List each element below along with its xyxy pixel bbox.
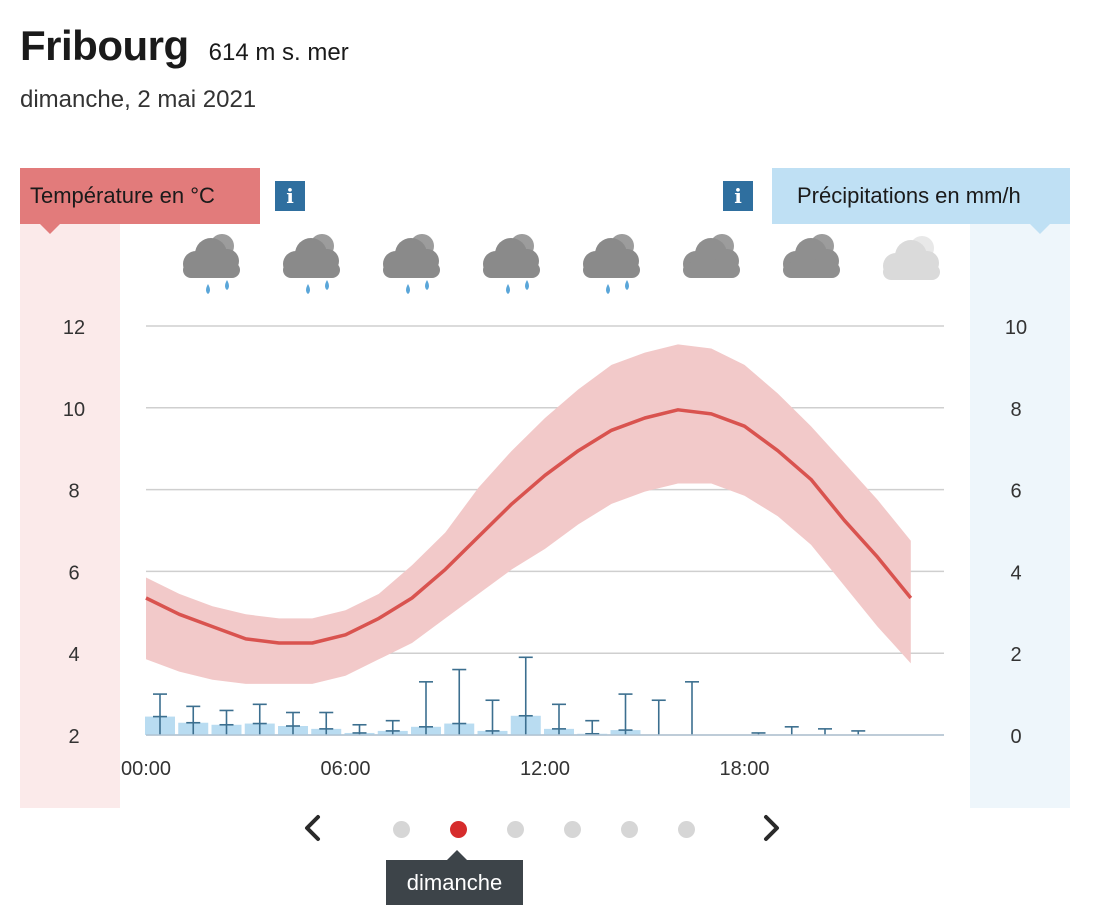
time-tick-label: 12:00 — [520, 758, 570, 780]
precipitation-range-whisker — [286, 711, 300, 735]
precipitation-range-whisker — [518, 656, 533, 735]
precipitation-range-whisker — [485, 699, 500, 735]
temperature-axis-band — [20, 224, 120, 808]
temperature-tick-label: 10 — [63, 399, 85, 421]
precipitation-tick-label: 2 — [1010, 644, 1021, 666]
cloud-rain-icon — [183, 234, 240, 294]
temperature-tick-label: 12 — [63, 317, 85, 339]
time-tick-label: 00:00 — [121, 758, 171, 780]
temperature-tick-label: 2 — [68, 726, 79, 748]
temperature-tick-label: 8 — [68, 481, 79, 503]
cloud-rain-icon — [283, 234, 340, 294]
pager-dot[interactable] — [564, 821, 581, 838]
city-name: Fribourg — [20, 22, 189, 69]
precipitation-range-whisker — [186, 705, 201, 735]
precipitation-range-whisker — [685, 681, 699, 735]
temperature-range-band — [146, 344, 911, 684]
chevron-left-icon[interactable] — [294, 808, 334, 848]
active-day-tooltip: dimanche — [386, 850, 523, 905]
precipitation-legend: Précipitations en mm/h — [772, 168, 1070, 234]
precipitation-tick-label: 4 — [1010, 562, 1021, 584]
temperature-legend: Température en °C — [20, 168, 260, 234]
cloud-rain-icon — [383, 234, 440, 294]
temperature-line — [145, 408, 913, 645]
precipitation-range-whisker — [219, 709, 234, 735]
precipitation-range-whisker — [585, 719, 600, 735]
precipitation-range-whisker — [818, 728, 832, 735]
precipitation-tick-label: 10 — [1005, 317, 1027, 339]
time-tick-label: 06:00 — [320, 758, 370, 780]
precipitation-range-whisker — [552, 703, 566, 735]
precipitation-range-whisker — [784, 726, 799, 735]
temperature-tick-label: 6 — [68, 562, 79, 584]
temperature-info-icon[interactable]: i — [275, 181, 305, 211]
time-axis-labels: 00:00 06:00 12:00 18:00 — [121, 758, 770, 780]
precipitation-range-whisker — [651, 699, 666, 735]
temperature-tick-label: 4 — [68, 644, 79, 666]
cloud-rain-icon — [583, 234, 640, 294]
precipitation-range-whisker — [419, 681, 433, 735]
chevron-right-icon[interactable] — [750, 808, 790, 848]
pager-dot-active[interactable] — [450, 821, 467, 838]
precipitation-range-whisker — [385, 719, 400, 735]
precipitation-range-whisker — [153, 693, 167, 735]
precipitation-range-whisker — [319, 711, 334, 735]
temperature-range-area — [146, 344, 911, 684]
pager-dot[interactable] — [507, 821, 524, 838]
time-tick-label: 18:00 — [719, 758, 769, 780]
precipitation-range-whisker — [352, 723, 367, 735]
pager-dot[interactable] — [621, 821, 638, 838]
pager-dot[interactable] — [393, 821, 410, 838]
precipitation-range-whisker — [252, 703, 267, 735]
precipitation-axis-labels: 10 8 6 4 2 0 — [1005, 317, 1027, 748]
cloud-icon — [683, 234, 740, 278]
altitude-label: 614 m s. mer — [208, 39, 349, 66]
temperature-axis-labels: 12 10 8 6 4 2 — [63, 317, 85, 748]
cloud-rain-icon — [483, 234, 540, 294]
precipitation-axis-band — [970, 224, 1070, 808]
precipitation-info-icon[interactable]: i — [723, 181, 753, 211]
pager-dot[interactable] — [678, 821, 695, 838]
precipitation-range-whisker — [618, 693, 633, 735]
precipitation-tick-label: 6 — [1010, 481, 1021, 503]
precipitation-range-whisker — [452, 668, 467, 735]
precipitation-bars — [145, 656, 944, 736]
cloud-icon — [783, 234, 840, 278]
weather-icons — [183, 234, 940, 294]
cloud-light-icon — [883, 236, 940, 280]
precipitation-tick-label: 8 — [1010, 399, 1021, 421]
temperature-line-group — [145, 408, 913, 645]
forecast-date: dimanche, 2 mai 2021 — [20, 86, 257, 113]
location-title: Fribourg 614 m s. mer — [20, 22, 349, 70]
precipitation-tick-label: 0 — [1010, 726, 1021, 748]
